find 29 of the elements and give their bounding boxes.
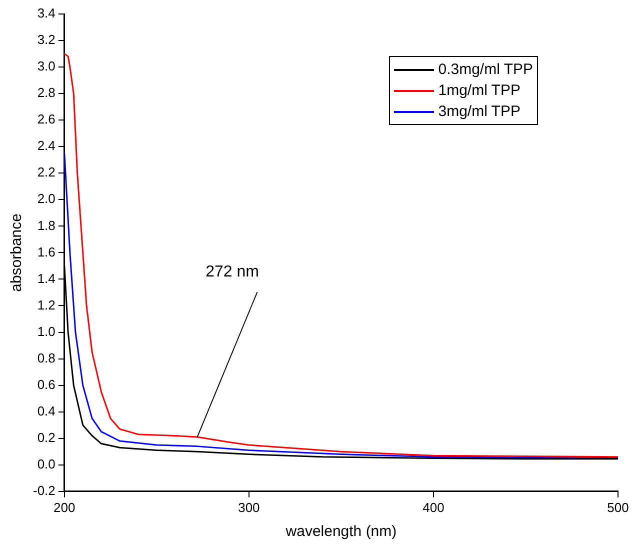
x-tick-label: 200 [54,500,76,515]
x-tick-label: 300 [238,500,260,515]
y-tick-label: -0.2 [32,482,56,498]
legend-label: 0.3mg/ml TPP [438,60,533,80]
annotation: 272 nm [206,263,259,280]
y-axis-title: absorbance [8,213,26,292]
y-tick-label: 3.2 [37,32,56,48]
y-tick-label: 1.4 [37,270,56,286]
y-tick-label: 0.8 [37,350,56,366]
y-tick-label: 2.8 [37,85,56,100]
y-tick-label: 2.6 [37,112,56,127]
y-tick-label: 3.4 [37,6,56,21]
y-tick-label: 2.0 [37,191,56,206]
y-tick-label: 2.2 [37,164,56,180]
y-tick-label: 3.0 [37,58,56,74]
y-tick-label: 1.6 [37,244,56,260]
y-tick-label: 2.4 [37,138,56,154]
y-tick-label: 0.6 [37,376,56,392]
y-tick-label: 1.8 [37,218,56,233]
legend-label: 3mg/ml TPP [438,102,520,122]
y-tick-label: 0.0 [37,456,56,472]
legend-label: 1mg/ml TPP [438,81,520,101]
x-tick-label: 500 [607,500,629,515]
y-tick-label: 1.2 [37,297,56,312]
y-tick-label: 0.2 [37,430,56,445]
y-tick-label: 0.4 [37,403,56,418]
x-tick-label: 400 [422,500,444,515]
x-axis-title: wavelength (nm) [284,523,397,540]
y-tick-label: 1.0 [37,324,56,339]
